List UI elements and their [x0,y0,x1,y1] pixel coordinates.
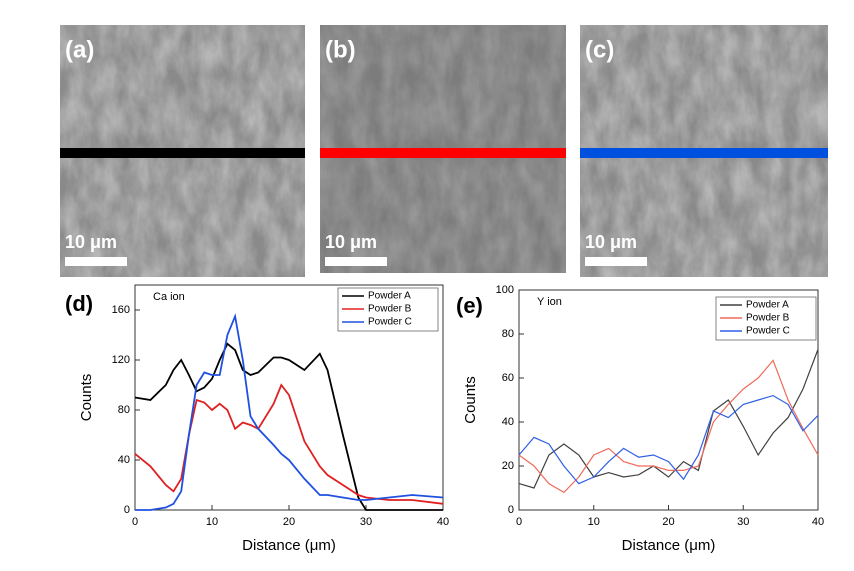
scale-bar-label: 10 μm [325,232,377,252]
y-tick-label: 80 [118,404,130,416]
x-tick-label: 30 [737,516,749,528]
panel-label: (d) [65,291,93,316]
x-tick-label: 20 [283,516,295,528]
line-scan [60,148,305,158]
legend-label: Powder C [368,317,412,328]
legend-label: Powder C [746,326,790,337]
y-tick-label: 40 [502,416,514,428]
legend-label: Powder B [746,313,790,324]
x-tick-label: 10 [588,516,600,528]
line-scan [320,148,566,158]
scale-bar-label: 10 μm [65,232,117,252]
x-tick-label: 10 [206,516,218,528]
y-axis-label: Counts [78,374,95,422]
series-line [518,359,819,494]
scale-bar [325,257,387,266]
scale-bar [585,257,647,266]
legend-box [715,296,817,341]
x-tick-label: 20 [662,516,674,528]
annotation: Y ion [537,296,562,308]
annotation: Ca ion [153,291,185,303]
panel-label: (c) [585,36,614,63]
line-scan [580,148,828,158]
series-line [135,313,444,511]
y-tick-label: 40 [118,454,130,466]
scale-bar [65,257,127,266]
x-tick-label: 30 [360,516,372,528]
x-tick-label: 0 [516,516,522,528]
panel-label: (b) [325,36,356,63]
y-tick-label: 20 [502,460,514,472]
legend-label: Powder A [746,300,789,311]
scale-bar-label: 10 μm [585,232,637,252]
x-tick-label: 40 [437,516,449,528]
legend-box [337,287,439,332]
y-tick-label: 120 [112,354,130,366]
y-tick-label: 100 [496,284,514,296]
series-line [518,349,819,489]
y-tick-label: 60 [502,372,514,384]
y-tick-label: 160 [112,304,130,316]
x-axis-label: Distance (μm) [622,537,716,554]
series-line [134,383,444,505]
panel-label: (a) [65,36,94,63]
y-axis-label: Counts [462,376,479,424]
x-tick-label: 40 [812,516,824,528]
legend-label: Powder A [368,291,411,302]
panel-label: (e) [456,293,483,318]
y-tick-label: 80 [502,328,514,340]
series-line [518,394,819,485]
y-tick-label: 0 [124,504,130,516]
series-line [134,342,443,511]
x-axis-label: Distance (μm) [242,537,336,554]
y-tick-label: 0 [508,504,514,516]
x-tick-label: 0 [132,516,138,528]
legend-label: Powder B [368,304,412,315]
